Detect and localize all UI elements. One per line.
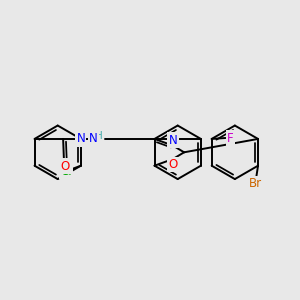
Text: O: O <box>168 158 178 171</box>
Text: Cl: Cl <box>60 165 72 178</box>
Text: N: N <box>89 132 98 146</box>
Text: N: N <box>76 132 85 146</box>
Text: F: F <box>227 131 234 145</box>
Text: H: H <box>95 131 103 141</box>
Text: N: N <box>169 134 177 147</box>
Text: Br: Br <box>249 177 262 190</box>
Text: O: O <box>60 160 70 173</box>
